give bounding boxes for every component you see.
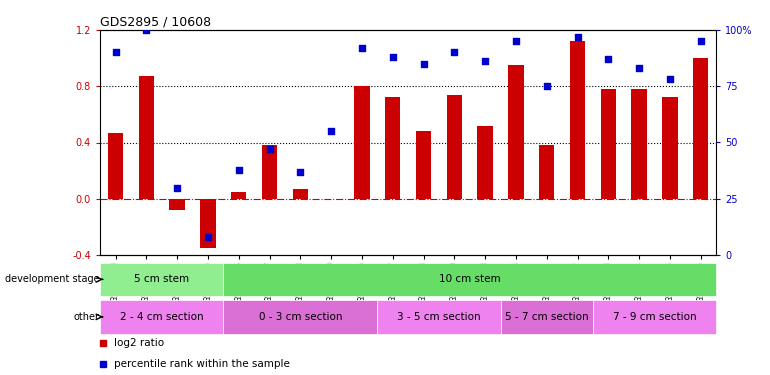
Bar [262,146,277,199]
Bar [100,262,223,296]
Bar [100,300,223,334]
Text: 5 - 7 cm section: 5 - 7 cm section [505,312,588,322]
Bar [662,98,678,199]
Text: 5 cm stem: 5 cm stem [134,274,189,284]
Text: log2 ratio: log2 ratio [114,338,164,348]
Point [695,38,707,44]
Point [448,50,460,55]
Point [325,128,337,134]
Bar [231,192,246,199]
Point [109,50,122,55]
Text: 10 cm stem: 10 cm stem [439,274,500,284]
Bar [200,199,216,248]
Point [571,34,584,40]
Bar [539,146,554,199]
Text: 3 - 5 cm section: 3 - 5 cm section [397,312,480,322]
Bar [169,199,185,210]
Bar [593,300,716,334]
Point [233,166,245,172]
Bar [377,300,500,334]
Point [602,56,614,62]
Bar [477,126,493,199]
Point [294,169,306,175]
Point [202,234,214,240]
Bar [631,89,647,199]
Point [479,58,491,64]
Bar [570,41,585,199]
Point [633,65,645,71]
Bar [500,300,593,334]
Bar [508,65,524,199]
Point [140,27,152,33]
Point [664,76,676,82]
Point [263,146,276,152]
Bar [693,58,708,199]
Point [417,61,430,67]
Bar [108,133,123,199]
Text: 2 - 4 cm section: 2 - 4 cm section [120,312,203,322]
Text: GDS2895 / 10608: GDS2895 / 10608 [100,16,211,29]
Point [387,54,399,60]
Text: 7 - 9 cm section: 7 - 9 cm section [613,312,696,322]
Point [541,83,553,89]
Bar [293,189,308,199]
Bar [139,76,154,199]
Bar [223,262,716,296]
Bar [354,86,370,199]
Bar [223,300,377,334]
Bar [385,98,400,199]
Point [356,45,368,51]
Text: percentile rank within the sample: percentile rank within the sample [114,359,290,369]
Text: other: other [73,312,99,322]
Bar [447,95,462,199]
Bar [601,89,616,199]
Text: development stage: development stage [5,274,99,284]
Point [510,38,522,44]
Point [171,184,183,190]
Text: 0 - 3 cm section: 0 - 3 cm section [259,312,342,322]
Bar [416,131,431,199]
